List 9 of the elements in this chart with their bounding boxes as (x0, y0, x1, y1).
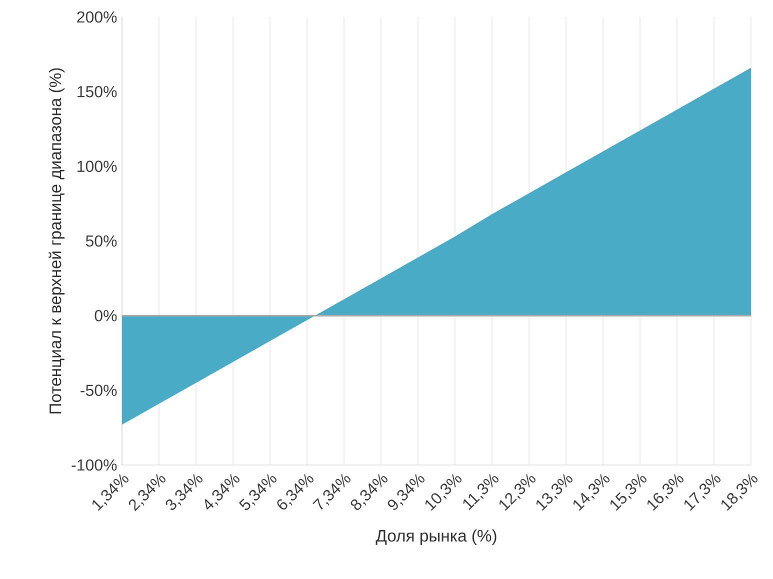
y-tick-label: 100% (78, 160, 117, 172)
y-tick-label: 150% (78, 86, 117, 98)
x-axis-title: Доля рынка (%) (376, 529, 496, 545)
y-tick-label: 0% (94, 310, 117, 322)
y-tick-label: -50% (80, 384, 117, 396)
y-tick-label: 200% (77, 11, 117, 23)
y-axis-title: Потенциал к верхней границе диапазона (%) (48, 68, 65, 414)
y-tick-label: 50% (86, 235, 117, 247)
y-tick-label: -100% (72, 459, 117, 471)
